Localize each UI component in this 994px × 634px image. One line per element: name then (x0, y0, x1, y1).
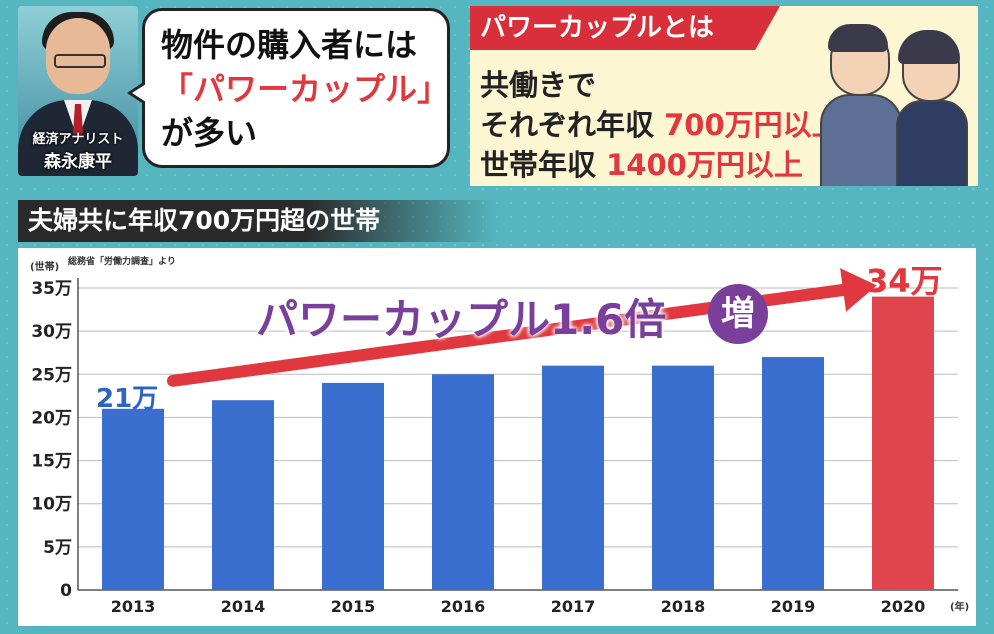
y-tick-label-15: 15万 (31, 452, 72, 472)
definition-line-3-value: 1400万円以上 (606, 148, 803, 182)
bubble-line-2: 「パワーカップル」 (161, 70, 450, 108)
x-axis-unit: (年) (950, 602, 970, 613)
y-tick-label-10: 10万 (31, 495, 72, 515)
y-tick-label-25: 25万 (31, 365, 72, 385)
x-tick-label-2015: 2015 (331, 597, 376, 616)
x-tick-label-2019: 2019 (771, 597, 816, 616)
y-tick-label-20: 20万 (31, 408, 72, 428)
definition-line-1: 共働きで (480, 68, 597, 102)
tie-icon (73, 104, 83, 140)
definition-line-2-value: 700万円以上 (664, 108, 841, 142)
definition-tag: パワーカップルとは (470, 6, 780, 50)
analyst-photo: 経済アナリスト 森永康平 (18, 6, 138, 176)
x-tick-label-2017: 2017 (551, 597, 596, 616)
y-tick-label-30: 30万 (31, 322, 72, 342)
speech-bubble: 物件の購入者には 「パワーカップル」 が多い (127, 8, 450, 168)
analyst-caption: 経済アナリスト 森永康平 (18, 128, 138, 172)
definition-line-2: それぞれ年収 700万円以上 (480, 102, 841, 144)
x-tick-label-2018: 2018 (661, 597, 706, 616)
definition-panel: パワーカップルとは 共働きで それぞれ年収 700万円以上 世帯年収 1400万… (470, 6, 978, 186)
trend-arrow-head (840, 268, 877, 312)
glasses-icon (54, 54, 106, 68)
bar-2018 (652, 365, 714, 590)
bubble-line-1: 物件の購入者には (161, 26, 418, 64)
growth-annotation: パワーカップル1.6倍 (256, 295, 667, 344)
bar-2013 (102, 408, 164, 590)
increase-badge: 増 (708, 284, 768, 344)
x-tick-label-2020: 2020 (881, 597, 926, 616)
analyst-title: 経済アナリスト (32, 132, 124, 147)
data-label-2020: 34万 (866, 262, 943, 300)
definition-line-2-prefix: それぞれ年収 (480, 108, 665, 142)
bar-chart: 0 5万 10万 15万 20万 25万 30万 35万 2013 2014 2015 2016 201… (31, 268, 958, 616)
analyst-name: 森永康平 (44, 152, 112, 172)
data-label-2013: 21万 (96, 384, 159, 414)
woman-hair (898, 30, 960, 64)
y-axis-unit: (世帯) (30, 262, 60, 273)
man-hair (828, 24, 888, 52)
man-body (820, 94, 902, 186)
y-tick-label-0: 0 (60, 581, 72, 601)
bar-2019 (762, 357, 824, 590)
woman-body (896, 100, 968, 186)
couple-illustration (810, 10, 970, 186)
bar-2015 (322, 382, 384, 590)
definition-line-3: 世帯年収 1400万円以上 (480, 142, 803, 184)
y-tick-label-35: 35万 (31, 279, 72, 299)
bar-2016 (432, 374, 494, 590)
chart-panel: 0 5万 10万 15万 20万 25万 30万 35万 2013 2014 2015 2016 201… (18, 248, 976, 626)
speech-bubble-tail-inner (132, 84, 146, 102)
source-note: 総務省「労働力調査」より (68, 257, 176, 267)
chart-title: 夫婦共に年収700万円超の世帯 (18, 200, 498, 242)
x-tick-label-2014: 2014 (221, 597, 266, 616)
bar-2017 (542, 365, 604, 590)
y-tick-label-5: 5万 (43, 538, 72, 558)
bar-2020 (872, 296, 934, 590)
x-tick-label-2016: 2016 (441, 597, 486, 616)
definition-line-3-prefix: 世帯年収 (480, 148, 607, 182)
bubble-line-3: が多い (161, 114, 258, 152)
bar-2014 (212, 400, 274, 590)
x-tick-label-2013: 2013 (111, 597, 156, 616)
